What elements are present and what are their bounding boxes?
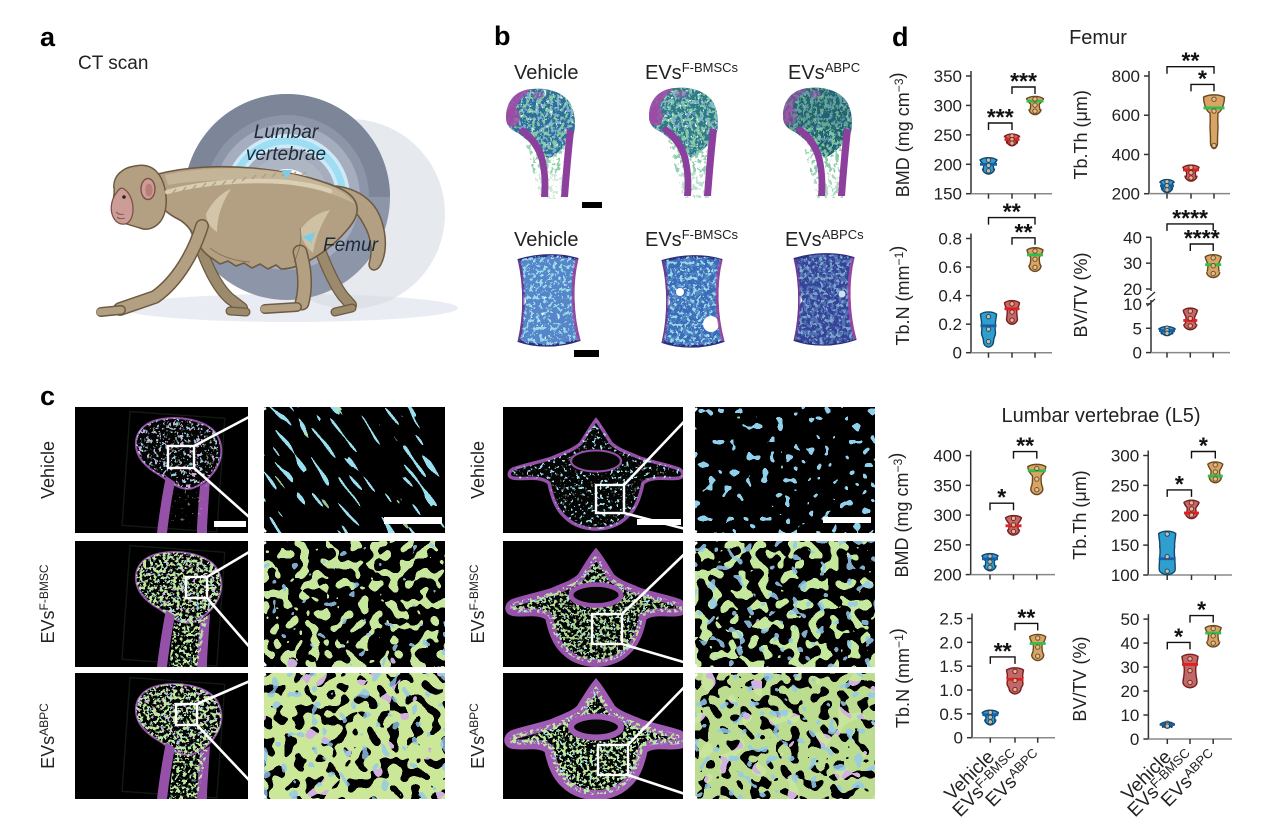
svg-text:300: 300 — [933, 506, 961, 525]
svg-text:***: *** — [987, 104, 1014, 130]
svg-text:10: 10 — [1120, 706, 1139, 725]
svg-text:1.0: 1.0 — [939, 681, 963, 700]
svg-text:0: 0 — [954, 729, 963, 748]
svg-text:250: 250 — [1111, 476, 1139, 495]
svg-text:a: a — [40, 22, 56, 52]
svg-text:0: 0 — [953, 344, 962, 363]
svg-text:40: 40 — [1123, 228, 1142, 247]
svg-text:0.6: 0.6 — [938, 258, 962, 277]
svg-text:20: 20 — [1120, 682, 1139, 701]
svg-text:250: 250 — [934, 126, 962, 145]
svg-text:0: 0 — [1130, 730, 1139, 749]
svg-text:2.5: 2.5 — [939, 610, 963, 629]
svg-text:200: 200 — [933, 566, 961, 585]
svg-text:400: 400 — [1112, 145, 1140, 164]
svg-text:*: * — [1199, 433, 1208, 459]
svg-text:1.5: 1.5 — [939, 657, 963, 676]
svg-text:*: * — [1197, 597, 1206, 623]
svg-text:d: d — [892, 22, 909, 52]
svg-text:300: 300 — [934, 96, 962, 115]
svg-text:BV/TV (%): BV/TV (%) — [1071, 252, 1091, 337]
svg-text:Lumbar vertebrae (L5): Lumbar vertebrae (L5) — [1002, 405, 1201, 427]
svg-text:**: ** — [1017, 604, 1035, 630]
svg-text:EVsF-BMSCs: EVsF-BMSCs — [645, 227, 739, 251]
svg-text:200: 200 — [934, 155, 962, 174]
svg-text:10: 10 — [1123, 295, 1142, 314]
svg-text:Vehicle: Vehicle — [38, 441, 58, 499]
svg-text:40: 40 — [1120, 634, 1139, 653]
svg-text:*: * — [1198, 65, 1207, 91]
svg-text:CT scan: CT scan — [78, 53, 148, 74]
svg-text:150: 150 — [1111, 536, 1139, 555]
svg-text:20: 20 — [1123, 280, 1142, 299]
svg-text:350: 350 — [933, 476, 961, 495]
svg-text:b: b — [494, 21, 511, 51]
svg-text:Lumbar: Lumbar — [254, 122, 319, 143]
svg-text:250: 250 — [933, 536, 961, 555]
svg-text:BV/TV (%): BV/TV (%) — [1070, 637, 1090, 722]
svg-text:***: *** — [1010, 68, 1037, 94]
svg-text:Vehicle: Vehicle — [514, 62, 579, 84]
svg-text:Tb.Th (μm): Tb.Th (μm) — [1071, 90, 1091, 179]
svg-text:EVsF-BMSC: EVsF-BMSC — [467, 564, 488, 643]
svg-text:0: 0 — [1133, 344, 1142, 363]
svg-text:*: * — [997, 484, 1006, 510]
svg-text:0.5: 0.5 — [939, 705, 963, 724]
svg-text:*: * — [1175, 471, 1184, 497]
svg-text:Vehicle: Vehicle — [468, 441, 488, 499]
svg-text:0.4: 0.4 — [938, 287, 962, 306]
svg-text:2.0: 2.0 — [939, 633, 963, 652]
svg-text:*: * — [1174, 623, 1183, 649]
svg-text:30: 30 — [1123, 254, 1142, 273]
svg-text:800: 800 — [1112, 67, 1140, 86]
svg-text:50: 50 — [1120, 610, 1139, 629]
svg-text:350: 350 — [934, 67, 962, 86]
svg-text:300: 300 — [1111, 447, 1139, 466]
svg-text:**: ** — [1016, 433, 1034, 459]
svg-text:30: 30 — [1120, 658, 1139, 677]
svg-text:Tb.Th (μm): Tb.Th (μm) — [1070, 470, 1090, 559]
svg-text:****: **** — [1184, 225, 1220, 251]
svg-text:**: ** — [1015, 219, 1033, 245]
svg-text:**: ** — [994, 638, 1012, 664]
svg-text:c: c — [40, 381, 55, 411]
svg-text:**: ** — [1182, 48, 1200, 74]
svg-text:vertebrae: vertebrae — [246, 144, 326, 165]
svg-text:600: 600 — [1112, 106, 1140, 125]
svg-text:Femur: Femur — [323, 235, 379, 256]
svg-text:Vehicle: Vehicle — [514, 229, 579, 251]
svg-text:150: 150 — [934, 185, 962, 204]
svg-text:EVsABPC: EVsABPC — [788, 60, 860, 84]
svg-text:****: **** — [1172, 205, 1208, 231]
svg-text:200: 200 — [1112, 185, 1140, 204]
svg-text:400: 400 — [933, 447, 961, 466]
svg-text:0.8: 0.8 — [938, 230, 962, 249]
svg-text:Femur: Femur — [1069, 27, 1127, 49]
svg-text:100: 100 — [1111, 566, 1139, 585]
svg-text:0.2: 0.2 — [938, 315, 962, 334]
svg-text:200: 200 — [1111, 506, 1139, 525]
svg-text:5: 5 — [1133, 319, 1142, 338]
svg-text:**: ** — [1003, 199, 1021, 225]
